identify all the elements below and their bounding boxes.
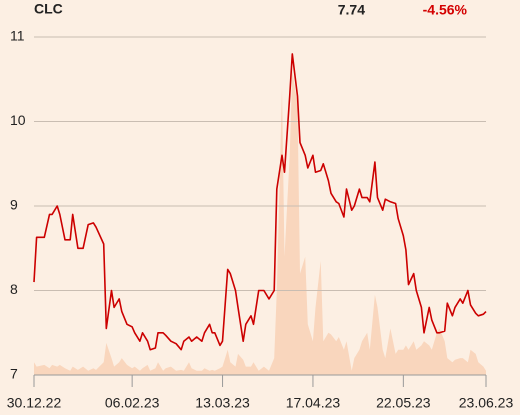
x-tick-label: 17.04.23 <box>286 395 341 411</box>
symbol: CLC <box>34 1 63 17</box>
y-tick-label: 11 <box>10 28 25 44</box>
x-tick-label: 06.02.23 <box>105 395 160 411</box>
y-tick-label: 9 <box>10 197 18 213</box>
volume-area <box>34 70 486 376</box>
y-tick-label: 10 <box>10 112 26 128</box>
price-line <box>33 53 487 351</box>
change: -4.56% <box>423 2 468 18</box>
x-tick-label: 30.12.22 <box>7 395 62 411</box>
x-tick-label: 23.06.23 <box>459 395 514 411</box>
y-tick-label: 7 <box>10 366 18 382</box>
x-tick-label: 13.03.23 <box>195 395 250 411</box>
y-tick-label: 8 <box>10 281 18 297</box>
x-tick-label: 22.05.23 <box>376 395 431 411</box>
price: 7.74 <box>338 2 365 18</box>
